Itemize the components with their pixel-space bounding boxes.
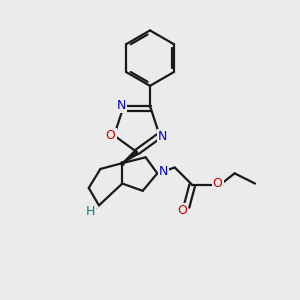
Text: N: N [159, 165, 168, 178]
Text: N: N [158, 130, 167, 143]
Text: H: H [86, 205, 95, 218]
Text: O: O [106, 129, 116, 142]
Text: O: O [177, 204, 187, 217]
Text: N: N [117, 99, 126, 112]
Polygon shape [122, 150, 139, 163]
Text: O: O [213, 177, 223, 190]
